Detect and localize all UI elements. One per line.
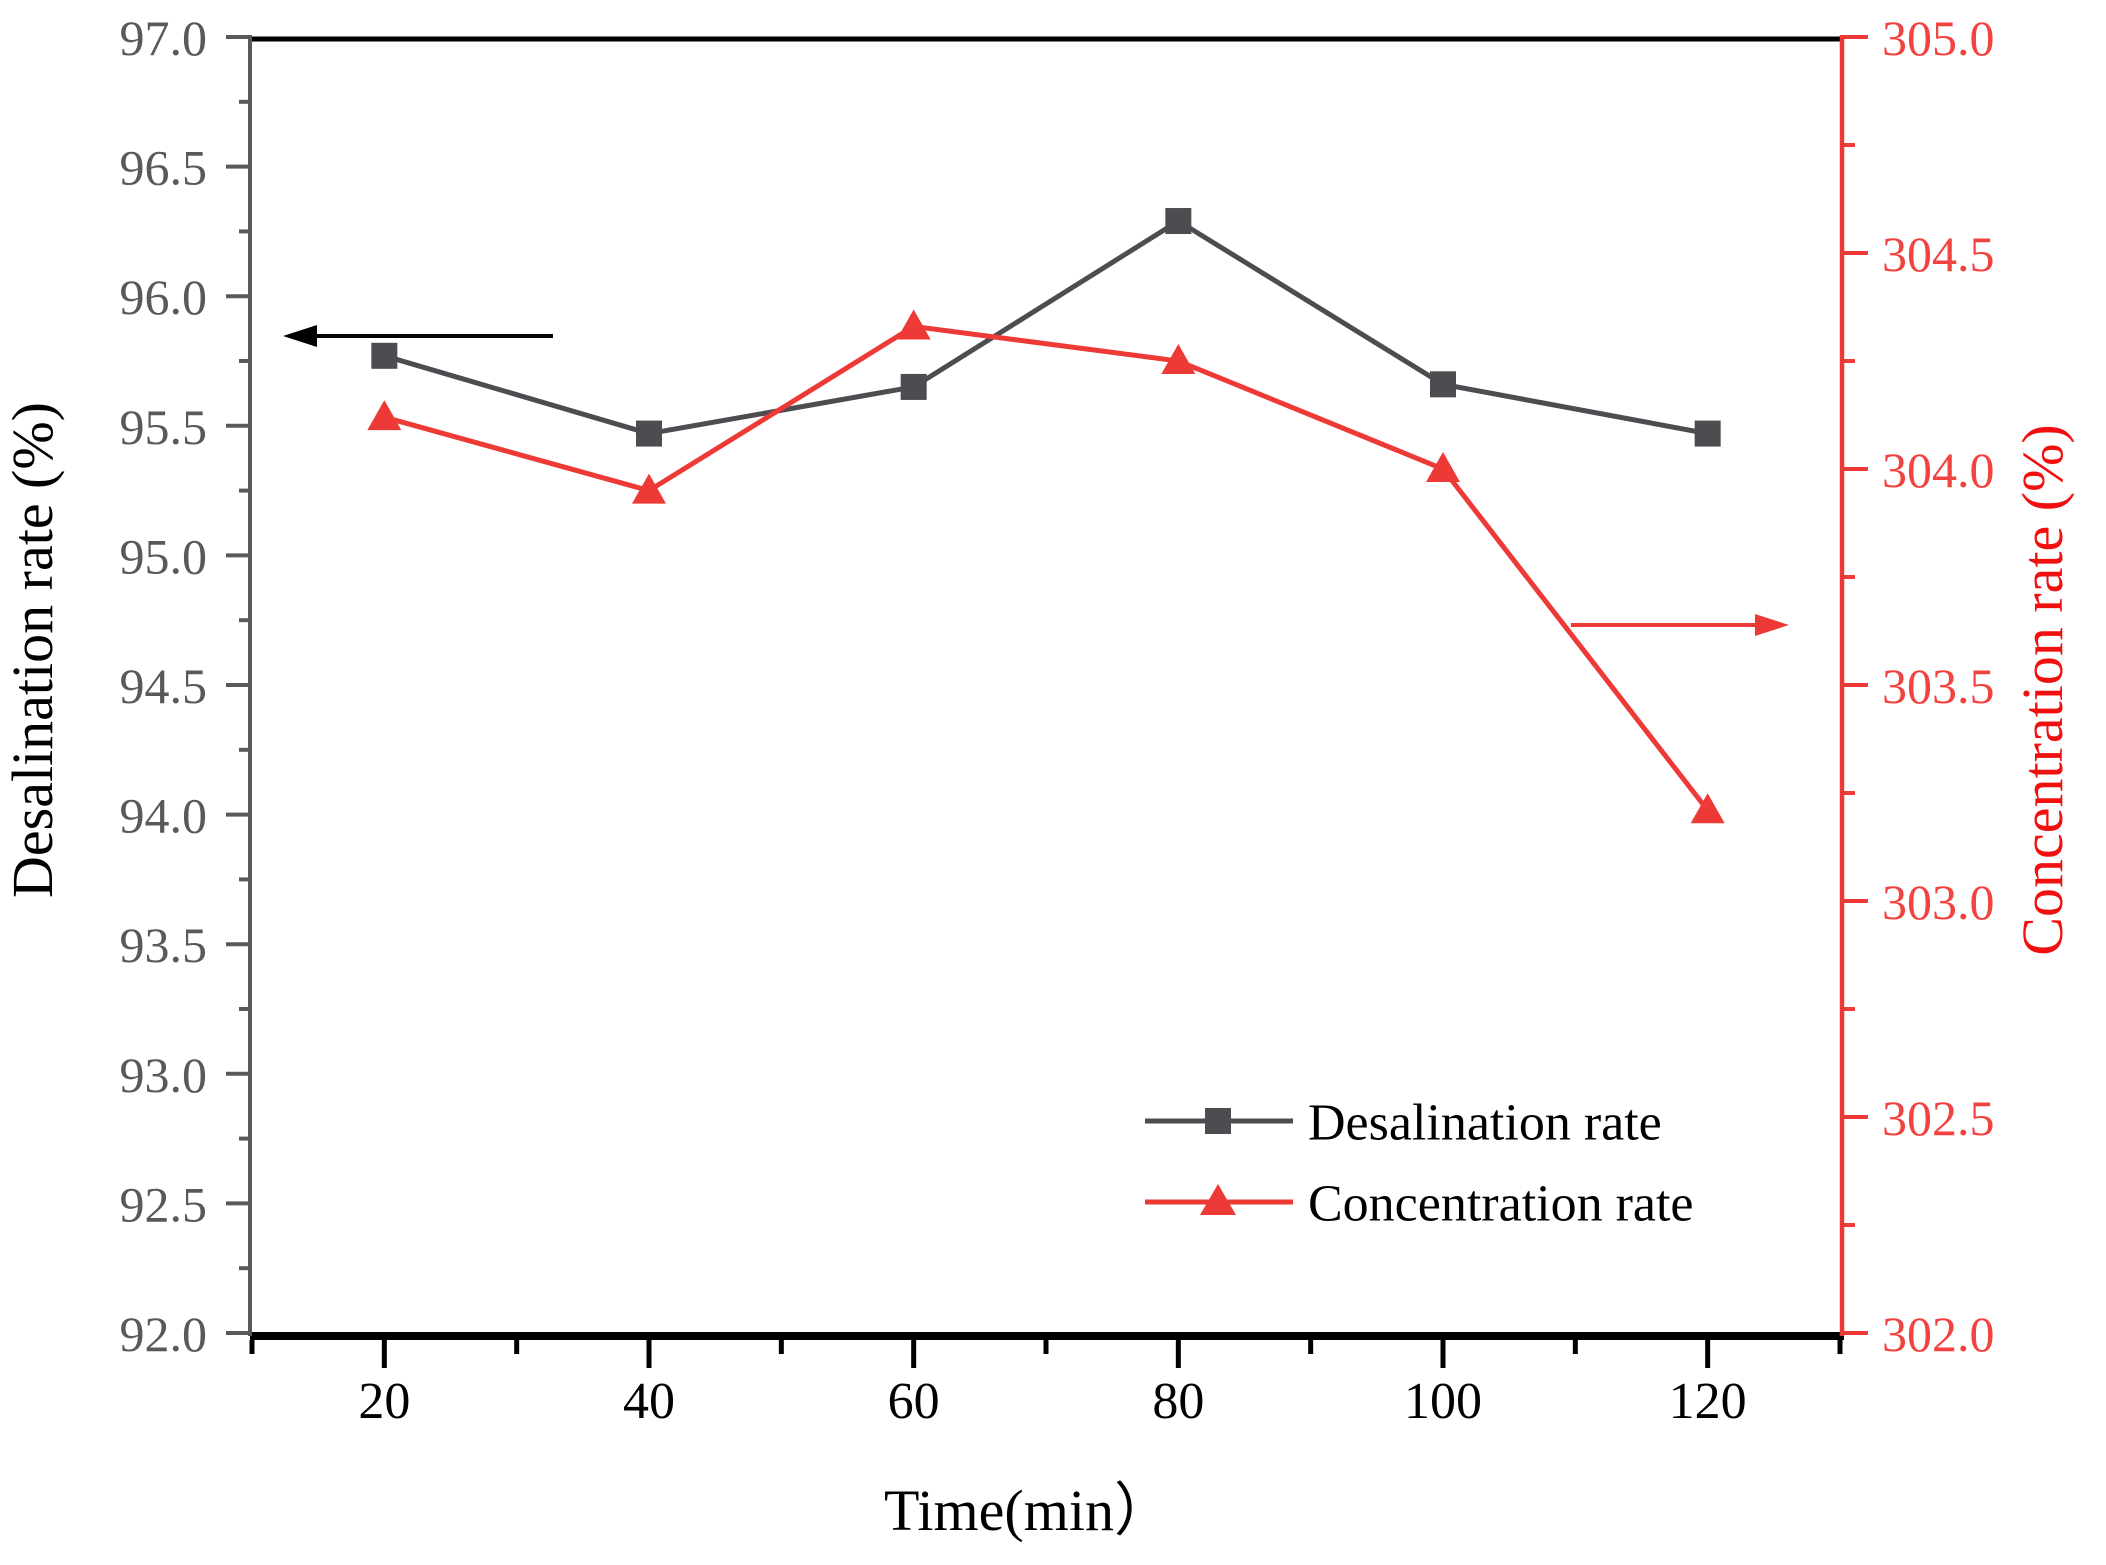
y-left-tick-label: 93.5 bbox=[120, 917, 208, 973]
desalination-point-60min bbox=[900, 373, 927, 400]
x-tick-label: 40 bbox=[623, 1373, 675, 1430]
right-axis-title: Concentration rate (%) bbox=[2010, 424, 2075, 955]
concentration-point-40min bbox=[632, 473, 666, 504]
concentration-point-20min bbox=[367, 400, 402, 431]
x-axis-title: Time(min） bbox=[884, 1478, 1172, 1543]
y-right-tick-label: 303.5 bbox=[1882, 658, 1995, 714]
y-left-tick-label: 94.5 bbox=[120, 658, 208, 714]
concentration-point-120min bbox=[1690, 793, 1725, 824]
desalination-point-80min bbox=[1165, 208, 1192, 235]
x-tick-label: 120 bbox=[1669, 1373, 1747, 1430]
left-axis-title: Desalination rate (%) bbox=[0, 402, 65, 898]
axes-titles: Desalination rate (%) Concentration rate… bbox=[0, 402, 2075, 1543]
legend: Desalination rate Concentration rate bbox=[1145, 1095, 1694, 1233]
desalination-point-20min bbox=[371, 342, 398, 369]
y-right-tick-label: 302.0 bbox=[1882, 1306, 1995, 1362]
x-tick-label: 80 bbox=[1152, 1373, 1204, 1430]
axis-pointer-arrows bbox=[283, 325, 1789, 636]
data-series bbox=[367, 208, 1725, 824]
y-left-tick-label: 92.0 bbox=[120, 1306, 208, 1362]
desalination-line bbox=[383, 218, 1709, 437]
x-tick-label: 100 bbox=[1404, 1373, 1482, 1430]
y-left-tick-label: 92.5 bbox=[120, 1176, 208, 1232]
y-right-tick-label: 304.5 bbox=[1882, 226, 1995, 282]
legend-concentration-label: Concentration rate bbox=[1308, 1176, 1694, 1233]
desalination-point-40min bbox=[636, 420, 662, 447]
y-left-tick-label: 97.0 bbox=[120, 10, 208, 66]
x-tick-label: 60 bbox=[888, 1373, 940, 1430]
y-left-tick-label: 95.5 bbox=[120, 399, 208, 455]
concentration-line bbox=[383, 323, 1710, 812]
y-right-tick-label: 304.0 bbox=[1882, 442, 1995, 498]
x-tick-label: 20 bbox=[358, 1373, 410, 1430]
legend-desalination-label: Desalination rate bbox=[1308, 1095, 1662, 1152]
y-right-tick-label: 305.0 bbox=[1882, 10, 1995, 66]
y-left-tick-label: 95.0 bbox=[120, 528, 208, 584]
legend-concentration-marker bbox=[1200, 1184, 1236, 1215]
axes-ticks-and-labels: 92.0 92.5 93.0 93.5 94.0 94.5 95.0 95.5 96.0 96.5… bbox=[120, 10, 1995, 1430]
concentration-point-80min bbox=[1161, 344, 1196, 374]
concentration-point-100min bbox=[1426, 452, 1460, 482]
concentration-point-60min bbox=[896, 309, 931, 340]
y-right-tick-label: 302.5 bbox=[1882, 1090, 1995, 1146]
y-left-tick-label: 96.5 bbox=[120, 140, 208, 196]
left-axis-arrow-head bbox=[283, 325, 317, 347]
y-left-tick-label: 93.0 bbox=[120, 1047, 208, 1103]
desalination-point-100min bbox=[1430, 371, 1456, 398]
y-left-tick-label: 94.0 bbox=[120, 788, 208, 844]
right-axis-arrow-head bbox=[1755, 614, 1789, 636]
y-right-tick-label: 303.0 bbox=[1882, 874, 1995, 930]
y-left-tick-label: 96.0 bbox=[120, 269, 208, 325]
desalination-point-120min bbox=[1694, 420, 1721, 447]
legend-desalination-marker bbox=[1205, 1108, 1231, 1134]
